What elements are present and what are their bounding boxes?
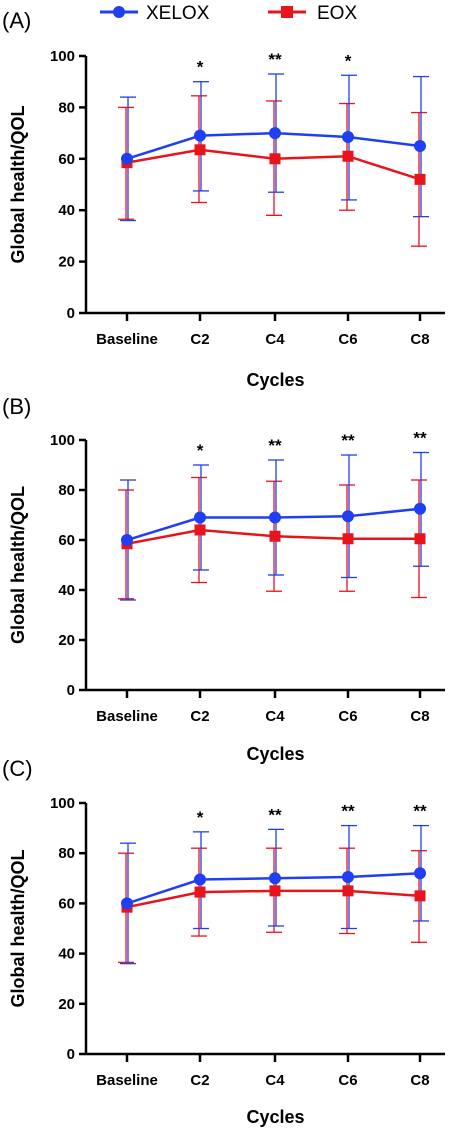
y-tick-label: 100 — [50, 795, 75, 812]
y-tick-label: 40 — [58, 946, 75, 963]
legend-marker-xelox — [113, 6, 125, 18]
data-point-eox — [194, 886, 206, 898]
y-tick-label: 80 — [58, 845, 75, 862]
legend-label-eox: EOX — [317, 3, 357, 24]
legend-item-xelox: XELOX — [100, 3, 210, 24]
panel-label: (C) — [2, 756, 33, 781]
panels: (A) 0 20 40 60 80 100 Baseline C2 C4 C6 C8 Cycles Glo… — [2, 8, 445, 1127]
y-tick-label: 80 — [58, 99, 75, 116]
y-tick-label: 0 — [67, 682, 75, 699]
data-point-eox — [269, 885, 281, 897]
significance-marker: * — [197, 58, 204, 77]
data-point-xelox — [414, 502, 426, 515]
data-point-xelox — [121, 897, 133, 910]
data-point-xelox — [342, 130, 354, 143]
data-point-xelox — [194, 873, 206, 886]
data-point-xelox — [342, 871, 354, 884]
data-point-xelox — [121, 152, 133, 165]
y-tick-label: 20 — [58, 996, 75, 1013]
chart-panel-3: (C) 0 20 40 60 80 100 Baseline C2 C4 C6 C8 Cycles Glo… — [2, 756, 445, 1127]
y-tick-label: 60 — [58, 151, 75, 168]
significance-marker: ** — [341, 802, 355, 821]
data-point-eox — [414, 173, 426, 185]
y-tick-label: 100 — [50, 432, 75, 449]
x-tick-label: C6 — [338, 1072, 357, 1089]
significance-marker: ** — [268, 805, 282, 824]
x-tick-label: C8 — [410, 708, 429, 725]
y-axis-title: Global health/QOL — [8, 105, 28, 263]
significance-marker: ** — [413, 429, 427, 448]
y-tick-label: 0 — [67, 305, 75, 322]
data-point-eox — [414, 890, 426, 902]
x-tick-label: C6 — [338, 331, 357, 348]
y-tick-label: 0 — [67, 1046, 75, 1063]
data-point-xelox — [121, 534, 133, 546]
panel-label: (A) — [2, 8, 31, 33]
legend-label-xelox: XELOX — [146, 3, 210, 24]
x-tick-label: C8 — [410, 331, 429, 348]
x-axis-title: Cycles — [246, 1107, 304, 1127]
significance-marker: * — [197, 808, 204, 827]
significance-marker: ** — [341, 431, 355, 450]
significance-marker: ** — [413, 802, 427, 821]
legend-marker-eox — [281, 6, 293, 18]
chart-panel-2: (B) 0 20 40 60 80 100 Baseline C2 C4 C6 C8 Cycles Glo… — [2, 394, 445, 764]
data-point-xelox — [269, 872, 281, 885]
x-tick-label: C4 — [265, 331, 285, 348]
x-tick-label: C4 — [265, 1072, 285, 1089]
significance-marker: ** — [268, 50, 282, 69]
y-tick-label: 40 — [58, 582, 75, 599]
y-tick-label: 100 — [50, 48, 75, 65]
data-point-eox — [342, 150, 354, 162]
y-axis-title: Global health/QOL — [8, 486, 28, 644]
data-point-eox — [194, 524, 206, 536]
x-tick-label: Baseline — [96, 331, 158, 348]
data-point-xelox — [194, 129, 206, 142]
y-tick-label: 20 — [58, 632, 75, 649]
data-point-eox — [194, 144, 206, 156]
x-tick-label: C8 — [410, 1072, 429, 1089]
data-point-eox — [342, 885, 354, 897]
panel-label: (B) — [2, 394, 31, 419]
data-point-xelox — [414, 139, 426, 152]
data-point-eox — [342, 533, 354, 545]
x-tick-label: C2 — [190, 708, 209, 725]
legend: XELOX EOX — [100, 3, 357, 24]
y-tick-label: 60 — [58, 895, 75, 912]
x-tick-label: C2 — [190, 331, 209, 348]
x-axis-title: Cycles — [246, 370, 304, 390]
x-tick-label: C4 — [265, 708, 285, 725]
data-point-xelox — [194, 511, 206, 524]
x-tick-label: C6 — [338, 708, 357, 725]
data-point-eox — [269, 153, 281, 165]
x-tick-label: Baseline — [96, 1072, 158, 1089]
x-axis-title: Cycles — [246, 744, 304, 764]
data-point-xelox — [342, 510, 354, 523]
data-point-xelox — [414, 867, 426, 880]
data-point-xelox — [269, 127, 281, 140]
y-tick-label: 80 — [58, 482, 75, 499]
chart-panel-1: (A) 0 20 40 60 80 100 Baseline C2 C4 C6 C8 Cycles Glo… — [2, 8, 445, 390]
data-point-eox — [414, 533, 426, 545]
legend-item-eox: EOX — [268, 3, 357, 24]
x-tick-label: Baseline — [96, 708, 158, 725]
x-tick-label: C2 — [190, 1072, 209, 1089]
data-point-eox — [269, 530, 281, 542]
y-tick-label: 40 — [58, 202, 75, 219]
significance-marker: * — [345, 51, 352, 70]
data-point-xelox — [269, 511, 281, 524]
significance-marker: * — [197, 441, 204, 460]
y-tick-label: 60 — [58, 532, 75, 549]
y-axis-title: Global health/QOL — [8, 849, 28, 1007]
significance-marker: ** — [268, 436, 282, 455]
y-tick-label: 20 — [58, 254, 75, 271]
